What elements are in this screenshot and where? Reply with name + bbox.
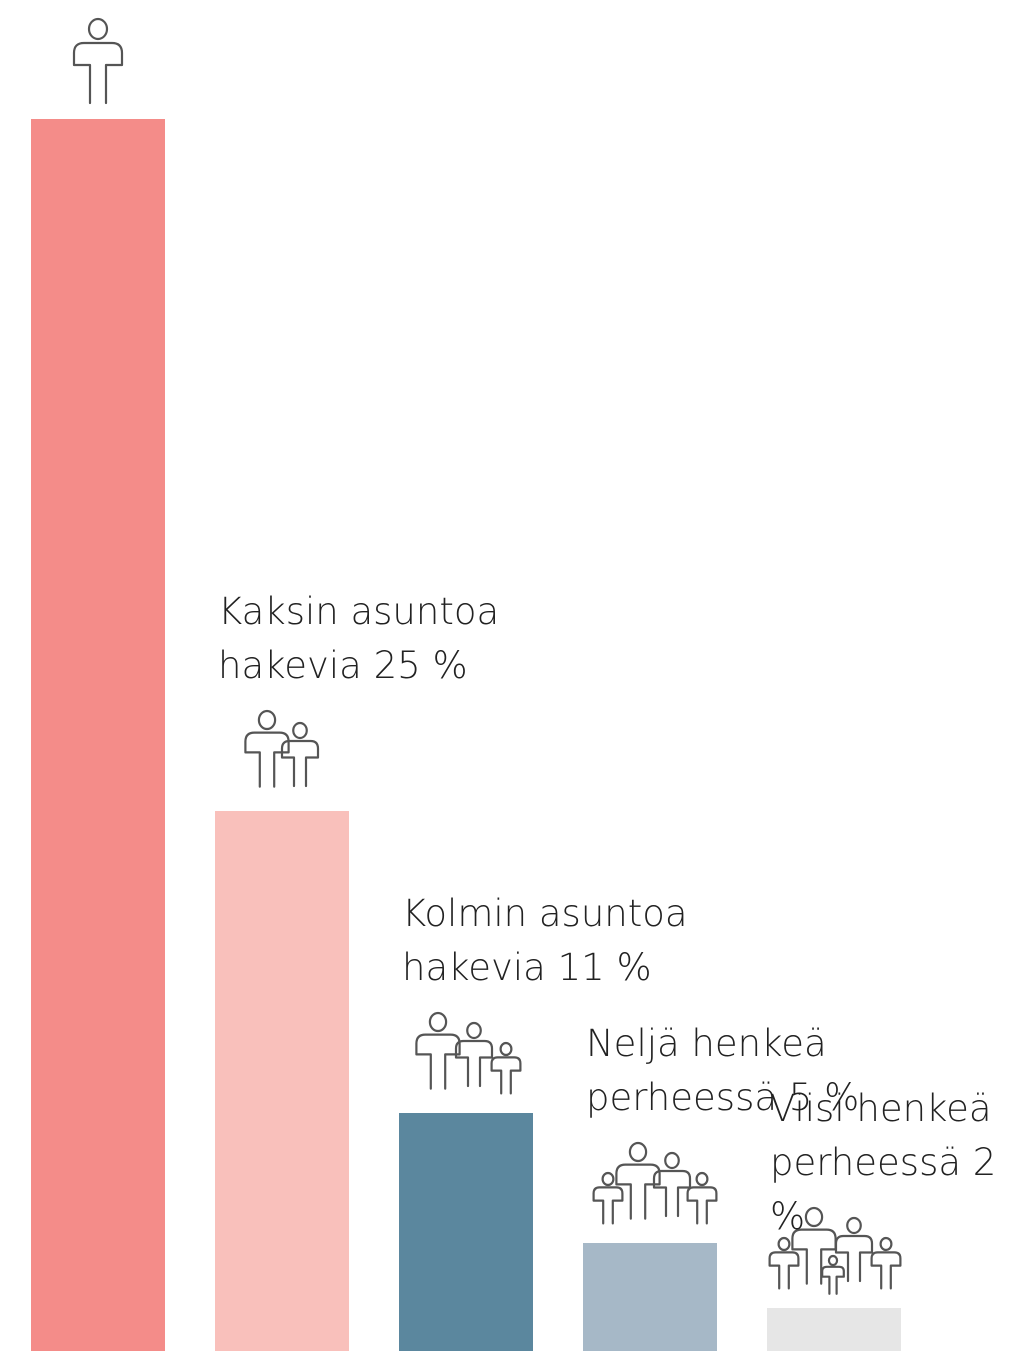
bar xyxy=(31,119,165,1351)
icon-group xyxy=(768,1206,902,1295)
value-label: Kaksin asuntoa hakevia 25 % xyxy=(218,589,500,687)
icon-group xyxy=(72,17,124,105)
person-body xyxy=(686,1186,718,1225)
person-body xyxy=(72,41,124,105)
person-body xyxy=(821,1265,845,1295)
person-body xyxy=(652,1169,692,1218)
person-body xyxy=(768,1251,800,1290)
person-head xyxy=(601,1171,615,1187)
icon-group xyxy=(592,1141,718,1225)
person-icon xyxy=(834,1216,874,1282)
person-icon xyxy=(615,1141,661,1220)
person-head xyxy=(846,1216,862,1234)
person-body xyxy=(791,1228,837,1285)
icon-group xyxy=(244,709,320,788)
person-body xyxy=(454,1040,494,1088)
person-head xyxy=(628,1141,648,1163)
person-head xyxy=(664,1151,680,1170)
person-icon xyxy=(72,17,124,105)
person-icon xyxy=(791,1206,837,1285)
person-head xyxy=(257,709,277,730)
person-head xyxy=(777,1236,791,1251)
person-body xyxy=(490,1056,522,1095)
person-head xyxy=(827,1254,839,1266)
person-body xyxy=(834,1234,874,1282)
person-icon xyxy=(454,1022,494,1088)
bar xyxy=(767,1307,901,1351)
person-icon xyxy=(821,1254,845,1295)
person-body xyxy=(615,1163,661,1220)
person-head xyxy=(695,1171,709,1187)
person-icon xyxy=(280,721,320,787)
value-label: Kolmin asuntoa hakevia 11 % xyxy=(402,892,688,990)
person-head xyxy=(428,1012,448,1033)
person-head xyxy=(87,17,109,41)
person-icon xyxy=(652,1151,692,1218)
person-icon xyxy=(415,1012,461,1090)
bar xyxy=(399,1113,533,1351)
person-head xyxy=(804,1206,824,1227)
person-icon xyxy=(592,1171,624,1225)
person-icon xyxy=(490,1042,522,1095)
person-body xyxy=(280,739,320,787)
person-icon xyxy=(768,1236,800,1290)
person-icon xyxy=(686,1171,718,1225)
person-head xyxy=(879,1236,893,1251)
person-head xyxy=(466,1022,482,1040)
icon-group xyxy=(415,1012,522,1095)
person-head xyxy=(499,1042,513,1057)
person-head xyxy=(292,721,308,739)
person-body xyxy=(592,1186,624,1225)
bar xyxy=(215,810,349,1351)
person-icon xyxy=(870,1236,902,1290)
person-body xyxy=(415,1033,461,1090)
value-label: Neljä henkeä perheessä 5 % xyxy=(586,1021,860,1119)
bar xyxy=(583,1242,717,1351)
person-body xyxy=(870,1251,902,1290)
person-body xyxy=(244,731,290,788)
value-label: Viisi henkeä perheessä 2 % xyxy=(770,1086,997,1238)
